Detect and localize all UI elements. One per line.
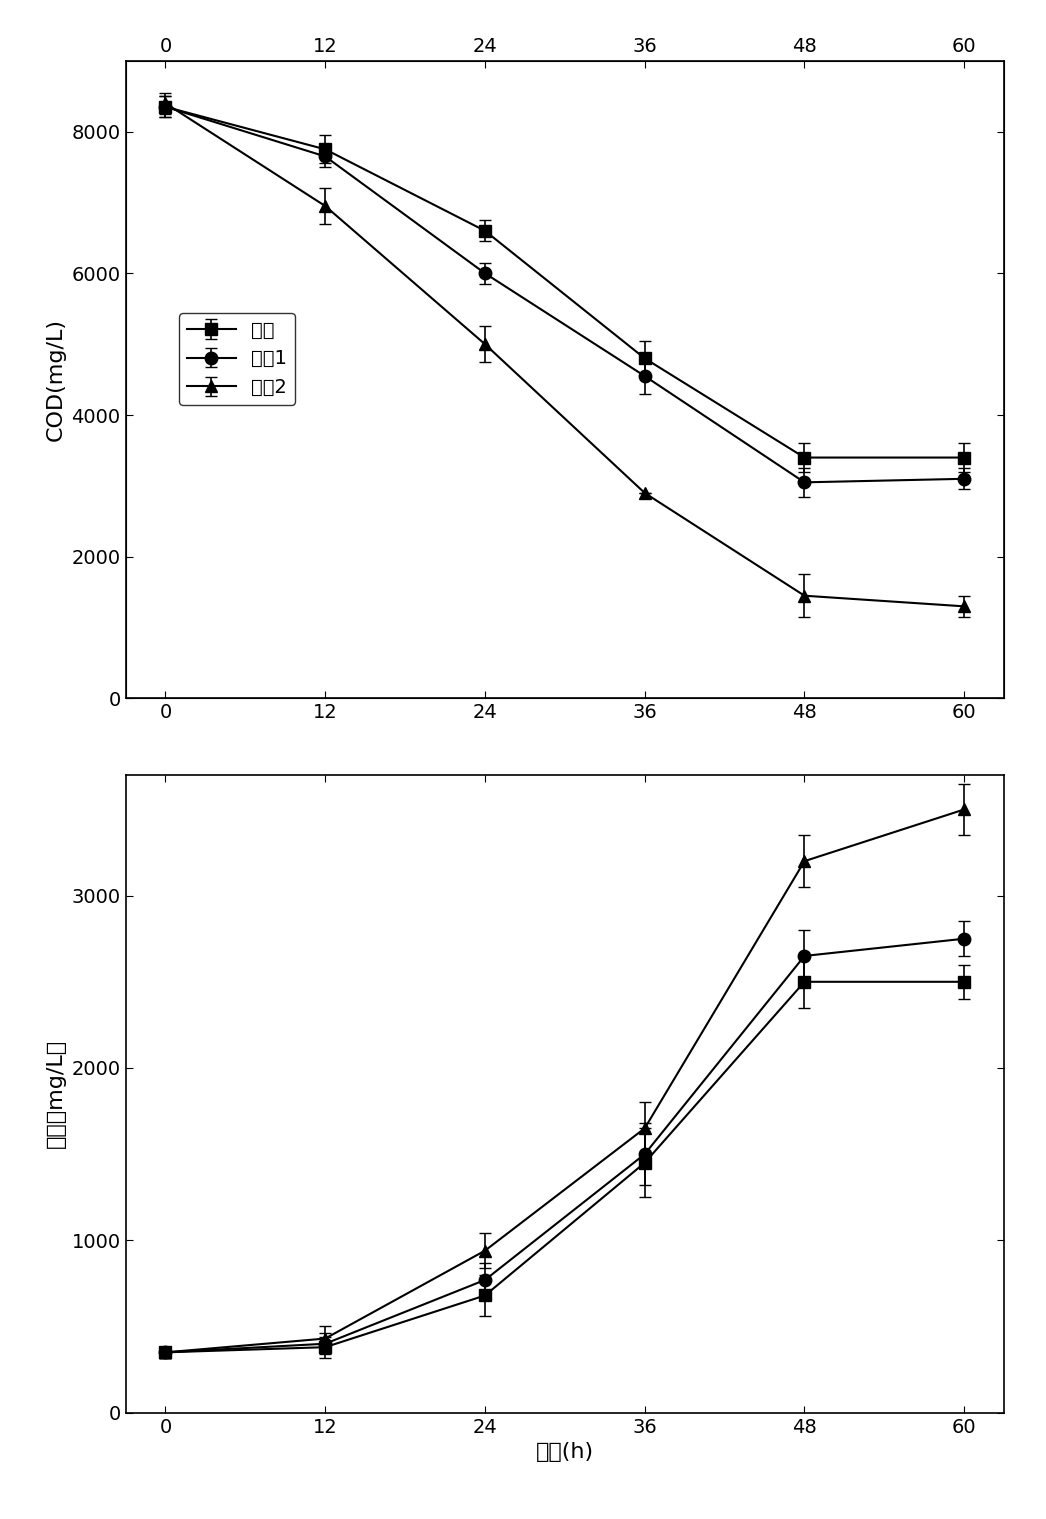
Y-axis label: COD(mg/L): COD(mg/L) [46, 317, 66, 441]
Legend: 单菌, 混菌1, 混菌2: 单菌, 混菌1, 混菌2 [179, 313, 295, 404]
X-axis label: 时间(h): 时间(h) [536, 1442, 594, 1463]
Y-axis label: 干重（mg/L）: 干重（mg/L） [46, 1039, 66, 1148]
